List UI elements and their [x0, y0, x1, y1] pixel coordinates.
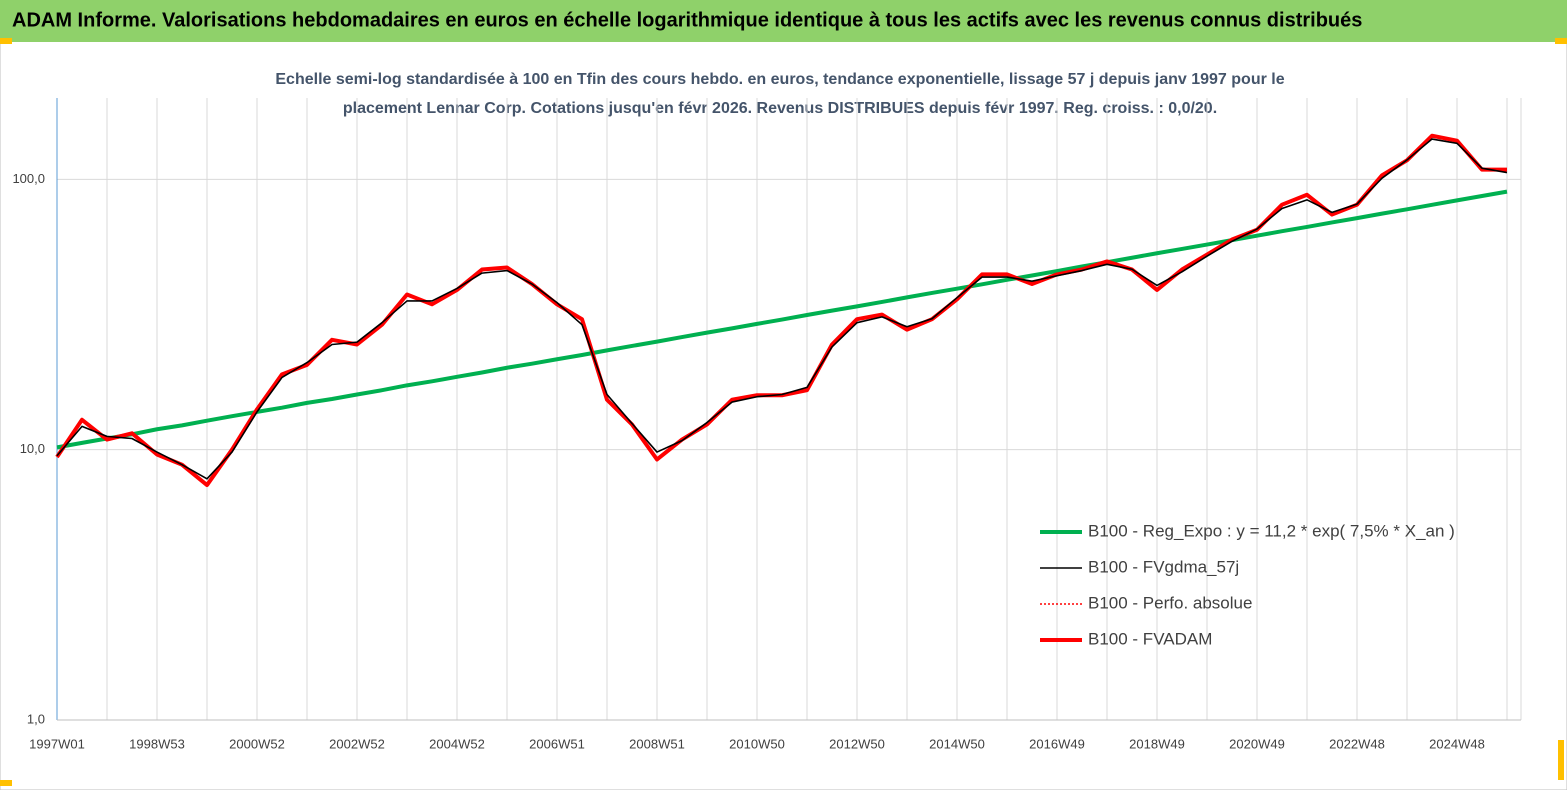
x-tick-label: 2024W48 [1429, 736, 1485, 751]
x-tick-label: 2002W52 [329, 736, 385, 751]
legend-label: B100 - FVADAM [1088, 629, 1212, 648]
x-tick-label: 2006W51 [529, 736, 585, 751]
x-tick-label: 2000W52 [229, 736, 285, 751]
legend-label: B100 - FVgdma_57j [1088, 557, 1239, 576]
chart-title: ADAM Informe. Valorisations hebdomadaire… [12, 9, 1362, 31]
x-tick-label: 2014W50 [929, 736, 985, 751]
legend-label: B100 - Reg_Expo : y = 11,2 * exp( 7,5% *… [1088, 521, 1455, 540]
corner-mark [1558, 740, 1564, 780]
corner-mark [1555, 38, 1567, 44]
x-tick-label: 1997W01 [29, 736, 85, 751]
y-tick-label: 10,0 [20, 441, 45, 456]
y-tick-label: 100,0 [12, 171, 45, 186]
x-tick-label: 2016W49 [1029, 736, 1085, 751]
x-tick-label: 2018W49 [1129, 736, 1185, 751]
series-line [56, 138, 1508, 480]
x-tick-label: 1998W53 [129, 736, 185, 751]
x-tick-label: 2022W48 [1329, 736, 1385, 751]
series-line [56, 189, 1508, 450]
y-tick-label: 1,0 [27, 711, 45, 726]
x-tick-label: 2020W49 [1229, 736, 1285, 751]
x-tick-label: 2010W50 [729, 736, 785, 751]
legend-label: B100 - Perfo. absolue [1088, 593, 1252, 612]
x-tick-label: 2008W51 [629, 736, 685, 751]
x-tick-label: 2012W50 [829, 736, 885, 751]
title-bar [0, 0, 1567, 42]
x-tick-label: 2004W52 [429, 736, 485, 751]
subtitle: Echelle semi-log standardisée à 100 en T… [275, 71, 1284, 88]
subtitle: placement Lennar Corp. Cotations jusqu'e… [343, 100, 1217, 117]
corner-mark [0, 780, 12, 786]
corner-mark [0, 38, 12, 44]
